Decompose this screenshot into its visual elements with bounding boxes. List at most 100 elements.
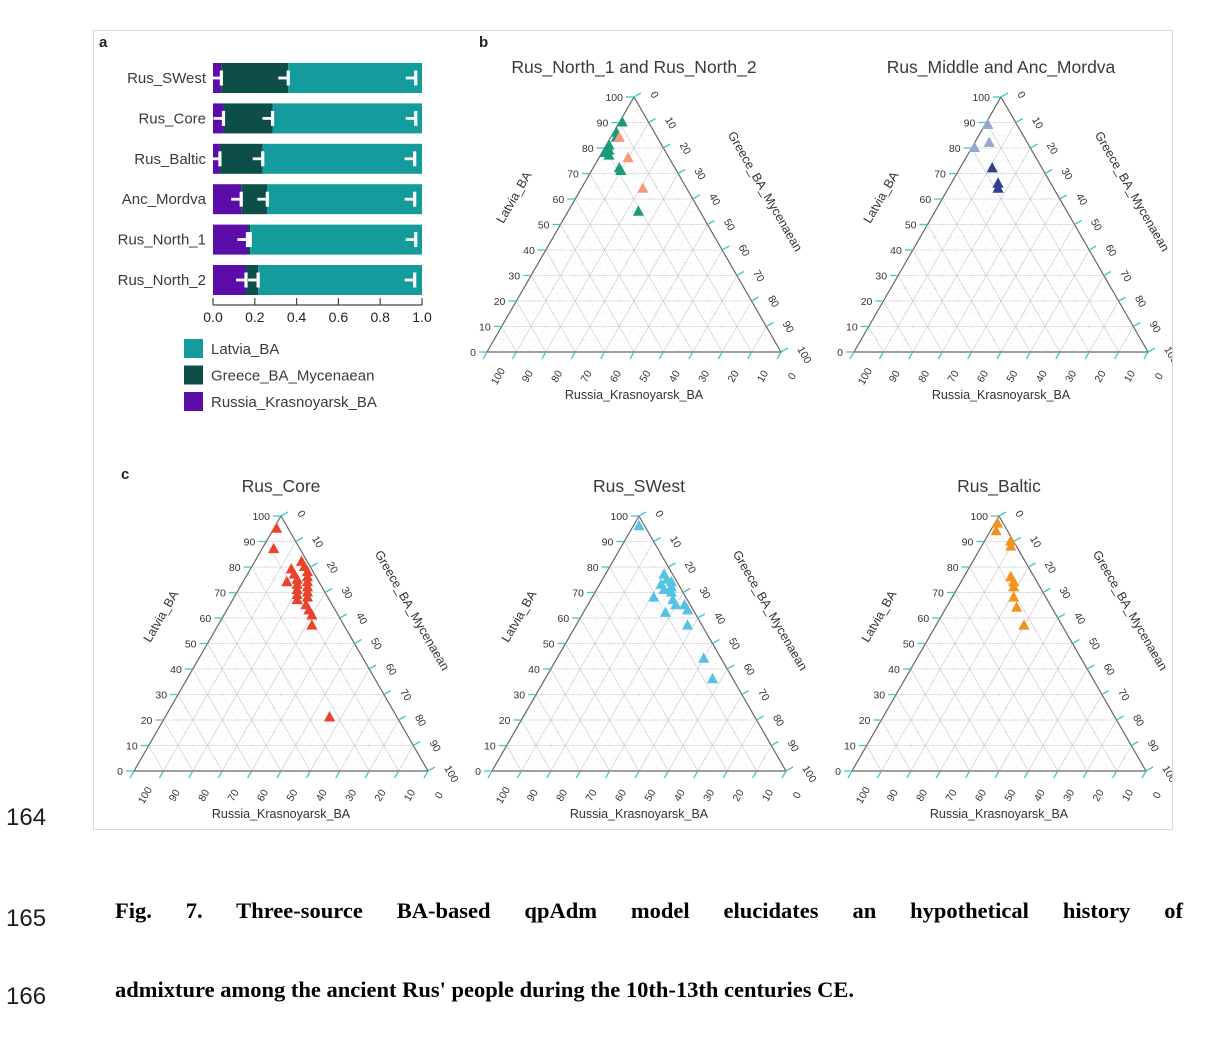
series-Rus_Baltic — [990, 517, 1030, 630]
bottom-axis-title: Russia_Krasnoyarsk_BA — [565, 388, 704, 402]
grid-line — [207, 643, 282, 772]
series-Rus_North_2 — [613, 131, 649, 193]
right-axis-tick-label: 30 — [697, 585, 713, 601]
bar-segment-Latvia_BA — [262, 143, 422, 174]
grid-line — [1086, 719, 1117, 772]
bar-category-label: Rus_SWest — [127, 70, 207, 87]
bottom-axis-tick-label: 70 — [943, 787, 959, 803]
bottom-axis-tick — [364, 770, 370, 779]
right-axis-tick-label: 90 — [427, 738, 443, 754]
data-point-triangle — [291, 593, 303, 605]
left-axis-tick-label: 60 — [553, 194, 565, 206]
data-point-triangle — [659, 606, 672, 617]
right-axis-tick-label: 20 — [1044, 141, 1060, 157]
left-axis-tick-label: 90 — [964, 118, 976, 130]
bottom-axis-tick — [937, 351, 943, 360]
right-axis-tick-label: 30 — [339, 585, 355, 601]
left-axis-tick-label: 40 — [528, 664, 540, 676]
ternary-plot-title: Rus_SWest — [593, 476, 685, 497]
right-axis-tick — [1132, 321, 1141, 328]
bottom-axis-tick-label: 90 — [520, 368, 536, 384]
bottom-axis-tick — [158, 770, 164, 779]
grid-line — [897, 275, 943, 353]
bottom-axis-tick — [717, 351, 723, 360]
data-point-triangle — [306, 619, 318, 630]
data-point-triangle — [648, 591, 660, 602]
grid-line — [597, 160, 708, 353]
bar-segment-Latvia_BA — [288, 63, 422, 93]
right-axis-tick-label: 20 — [1042, 560, 1058, 576]
grid-line — [543, 681, 596, 772]
right-axis-tick — [1086, 664, 1095, 670]
series-Anc_Mordva — [986, 162, 1004, 193]
series-Rus_Middle — [968, 118, 995, 152]
data-point-triangle — [991, 517, 1004, 528]
grid-line — [895, 694, 941, 772]
left-axis-title: Latvia_BA — [861, 169, 902, 226]
grid-line — [927, 160, 1038, 353]
grid-line — [881, 719, 912, 772]
error-bar-cap — [413, 272, 417, 288]
bottom-axis-tick — [693, 770, 699, 779]
figure-caption: Fig. 7. Three-source BA-based qpAdm mode… — [115, 898, 1183, 1003]
left-axis-tick-label: 70 — [932, 588, 944, 600]
data-point-triangle — [615, 164, 627, 175]
series-Rus_Core — [268, 522, 336, 722]
bottom-axis-tick — [663, 770, 669, 779]
left-axis-tick-label: 90 — [597, 118, 609, 130]
left-axis-tick-label: 80 — [587, 562, 599, 574]
left-axis-tick-label: 40 — [888, 664, 900, 676]
grid-line — [890, 288, 928, 353]
grid-line — [866, 528, 1007, 772]
left-axis-tick-label: 30 — [155, 690, 167, 702]
right-axis-tick-label: 70 — [1115, 687, 1131, 703]
grid-line — [910, 668, 970, 772]
left-axis-tick-label: 90 — [602, 537, 614, 549]
right-axis-tick — [368, 664, 377, 670]
right-axis-tick-label: 50 — [721, 217, 737, 233]
data-point-triangle — [1011, 601, 1023, 612]
grid-line — [883, 122, 1016, 353]
grid-line — [506, 745, 522, 772]
left-axis-title: Latvia_BA — [499, 588, 540, 645]
ternary-plot-title: Rus_Baltic — [957, 476, 1041, 497]
grid-line — [582, 186, 679, 353]
left-axis-tick-label: 40 — [523, 245, 535, 257]
bar-category-label: Rus_Baltic — [134, 151, 206, 168]
bar-x-tick-label: 0.4 — [287, 309, 307, 325]
grid-line — [947, 605, 1044, 772]
bottom-axis-tick-label: 40 — [1034, 368, 1050, 384]
grid-line — [572, 630, 654, 772]
left-axis-tick-label: 10 — [846, 322, 858, 334]
bottom-axis-tick-label: 60 — [613, 787, 629, 803]
legend-item-Latvia_BA: Latvia_BA — [184, 339, 279, 358]
grid-line — [148, 528, 289, 772]
error-bar-whisker — [404, 197, 415, 201]
grid-line — [668, 668, 728, 772]
grid-line — [1042, 681, 1095, 772]
grid-line — [1057, 694, 1103, 772]
figure-canvas: a b c Rus_SWest Rus_Core Rus_Baltic Anc_Mordva… — [99, 34, 1172, 821]
bottom-axis-tick — [188, 770, 194, 779]
data-point-triangle — [992, 182, 1004, 193]
data-point-triangle — [616, 116, 628, 127]
data-point-triangle — [1018, 619, 1030, 630]
right-axis-tick-label: 100 — [1161, 345, 1172, 366]
bottom-axis-tick — [1053, 770, 1059, 779]
grid-line — [726, 719, 757, 772]
left-axis-tick-label: 100 — [605, 92, 623, 104]
bottom-axis-tick — [994, 770, 1000, 779]
grid-line — [523, 288, 561, 353]
bottom-axis-tick-label: 40 — [667, 368, 683, 384]
grid-line — [932, 630, 1014, 772]
bar-x-tick-label: 0.2 — [245, 309, 265, 325]
error-bar-cap — [248, 232, 252, 248]
right-axis-tick-label: 50 — [726, 636, 742, 652]
error-bar-cap — [218, 151, 222, 167]
bottom-axis-tick-label: 10 — [755, 368, 771, 384]
right-axis-tick — [1074, 219, 1082, 226]
grid-line — [368, 719, 399, 772]
error-bar-cap — [413, 151, 417, 167]
grid-line — [919, 237, 987, 353]
legend-swatch — [184, 365, 203, 385]
